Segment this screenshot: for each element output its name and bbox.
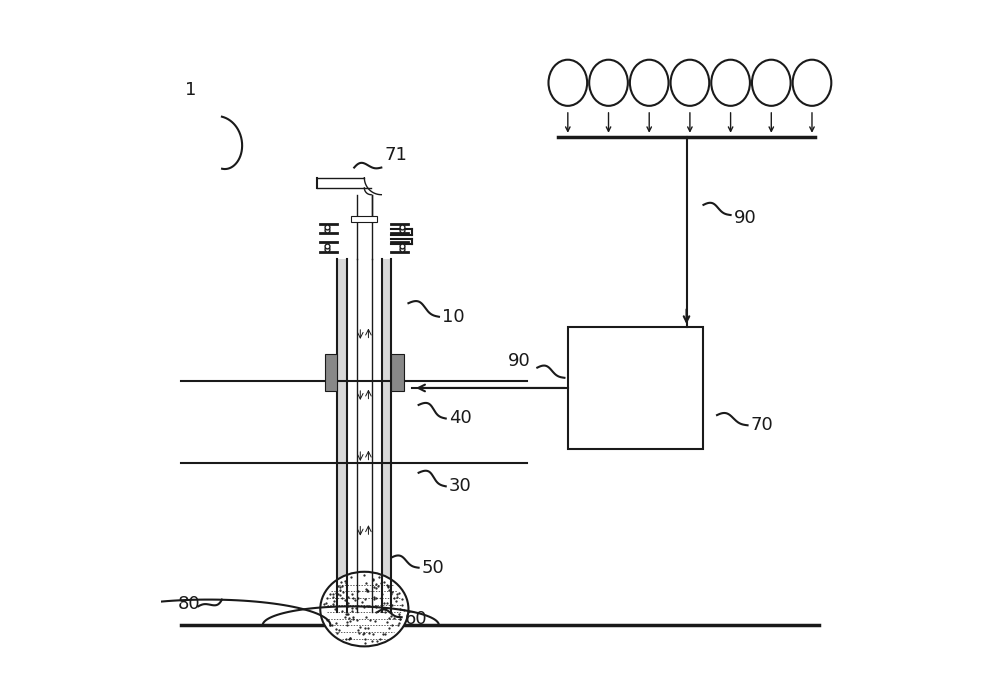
Bar bbox=[347, 259, 382, 612]
Ellipse shape bbox=[320, 572, 408, 646]
Ellipse shape bbox=[630, 60, 669, 106]
Ellipse shape bbox=[589, 60, 628, 106]
Ellipse shape bbox=[793, 60, 831, 106]
Text: 70: 70 bbox=[751, 416, 774, 434]
Text: 60: 60 bbox=[405, 609, 428, 628]
Text: 40: 40 bbox=[449, 409, 472, 428]
Text: 50: 50 bbox=[422, 558, 445, 577]
Bar bbox=[382, 259, 391, 612]
Ellipse shape bbox=[711, 60, 750, 106]
Text: 30: 30 bbox=[449, 477, 472, 495]
Ellipse shape bbox=[671, 60, 709, 106]
Ellipse shape bbox=[548, 60, 587, 106]
Text: 80: 80 bbox=[178, 595, 200, 613]
Text: 10: 10 bbox=[442, 308, 465, 326]
Bar bbox=[391, 354, 404, 392]
Ellipse shape bbox=[752, 60, 791, 106]
Bar bbox=[568, 327, 703, 449]
Text: 1: 1 bbox=[185, 80, 196, 99]
Bar bbox=[337, 259, 347, 612]
Bar bbox=[325, 354, 337, 392]
Bar bbox=[351, 217, 377, 222]
Text: 71: 71 bbox=[385, 146, 408, 164]
Text: 90: 90 bbox=[508, 352, 531, 370]
Text: 90: 90 bbox=[734, 210, 757, 227]
